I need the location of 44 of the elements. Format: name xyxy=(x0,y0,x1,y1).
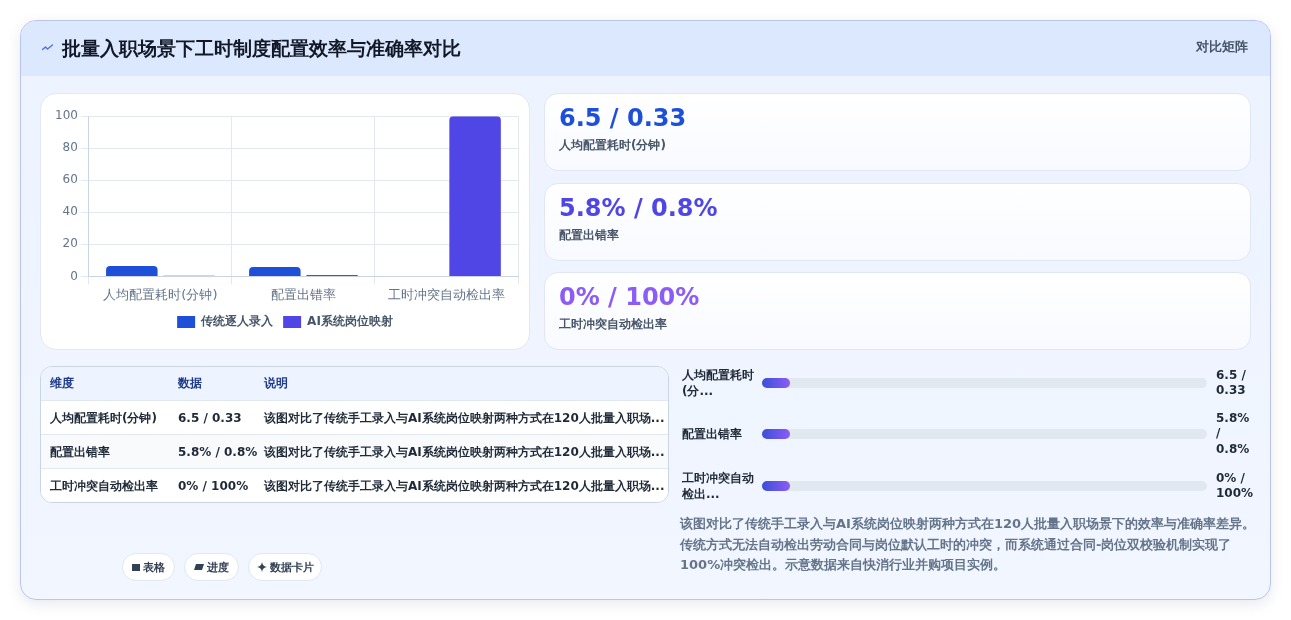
text: 该图对比了传统手工录入与AI系统岗位映射两种方式在120人批量入职场... xyxy=(264,478,665,495)
text: 表格 xyxy=(143,559,165,575)
text: 说明 xyxy=(264,375,288,392)
text: 0% / 100% xyxy=(559,283,700,311)
text: 配置出错率 xyxy=(50,444,110,461)
y-tick-label: 40 xyxy=(62,204,78,219)
y-tick-label: 20 xyxy=(62,236,78,251)
legend-label: 传统逐人录入 xyxy=(200,314,275,329)
y-tick-label: 0 xyxy=(70,268,78,283)
text: 该图对比了传统手工录入与AI系统岗位映射两种方式在120人批量入职场景下的效率与准确率差异。传统方式无法自动检出劳动合同与岗位默认工时的冲突，而系统通过合同-岗位双校验机制实现了100%冲突检出。示意数据来自快消行业并购项目实例。 xyxy=(680,515,1257,574)
category-label: 人均配置耗时(分钟) xyxy=(559,137,666,154)
text: 5.8% / 0.8% xyxy=(1216,410,1250,456)
bar xyxy=(249,267,301,276)
text: 0% / 100% xyxy=(178,478,249,495)
text: 6.5 / 0.33 xyxy=(559,104,687,132)
text: 数据卡片 xyxy=(269,559,314,575)
category-label: 配置出错率 xyxy=(682,426,743,442)
text: 人均配置耗时(分钟) xyxy=(50,410,157,427)
text: 数据 xyxy=(178,375,202,392)
text: 5.8% / 0.8% xyxy=(559,193,718,222)
chart-title: 批量入职场景下工时制度配置效率与准确率对比 xyxy=(62,36,461,61)
category-label: 工时冲突自动检出... xyxy=(682,470,755,502)
text: 6.5 / 0.33 xyxy=(178,410,242,427)
text: 0% / 100% xyxy=(1216,470,1254,500)
y-tick-label: 60 xyxy=(62,172,78,187)
text: 维度 xyxy=(50,375,74,392)
text: 进度 xyxy=(207,559,229,575)
bar xyxy=(106,265,158,276)
text: 该图对比了传统手工录入与AI系统岗位映射两种方式在120人批量入职场... xyxy=(264,444,665,461)
x-tick-label: 配置出错率 xyxy=(270,286,336,302)
text: 该图对比了传统手工录入与AI系统岗位映射两种方式在120人批量入职场... xyxy=(264,410,665,427)
x-tick-label: 人均配置耗时(分钟) xyxy=(103,286,218,302)
text: 6.5 / 0.33 xyxy=(1216,367,1246,397)
bar xyxy=(449,116,501,276)
category-label: 工时冲突自动检出率 xyxy=(559,316,667,333)
y-tick-label: 80 xyxy=(62,140,78,155)
y-tick-label: 100 xyxy=(55,108,78,123)
category-label: 配置出错率 xyxy=(559,226,619,244)
category-label: 人均配置耗时(分... xyxy=(682,367,755,399)
x-tick-label: 工时冲突自动检出率 xyxy=(387,286,505,302)
text: 对比矩阵 xyxy=(1196,38,1248,56)
text: 5.8% / 0.8% xyxy=(178,444,258,461)
legend-label: AI系统岗位映射 xyxy=(307,314,393,329)
text: 工时冲突自动检出率 xyxy=(50,478,158,495)
